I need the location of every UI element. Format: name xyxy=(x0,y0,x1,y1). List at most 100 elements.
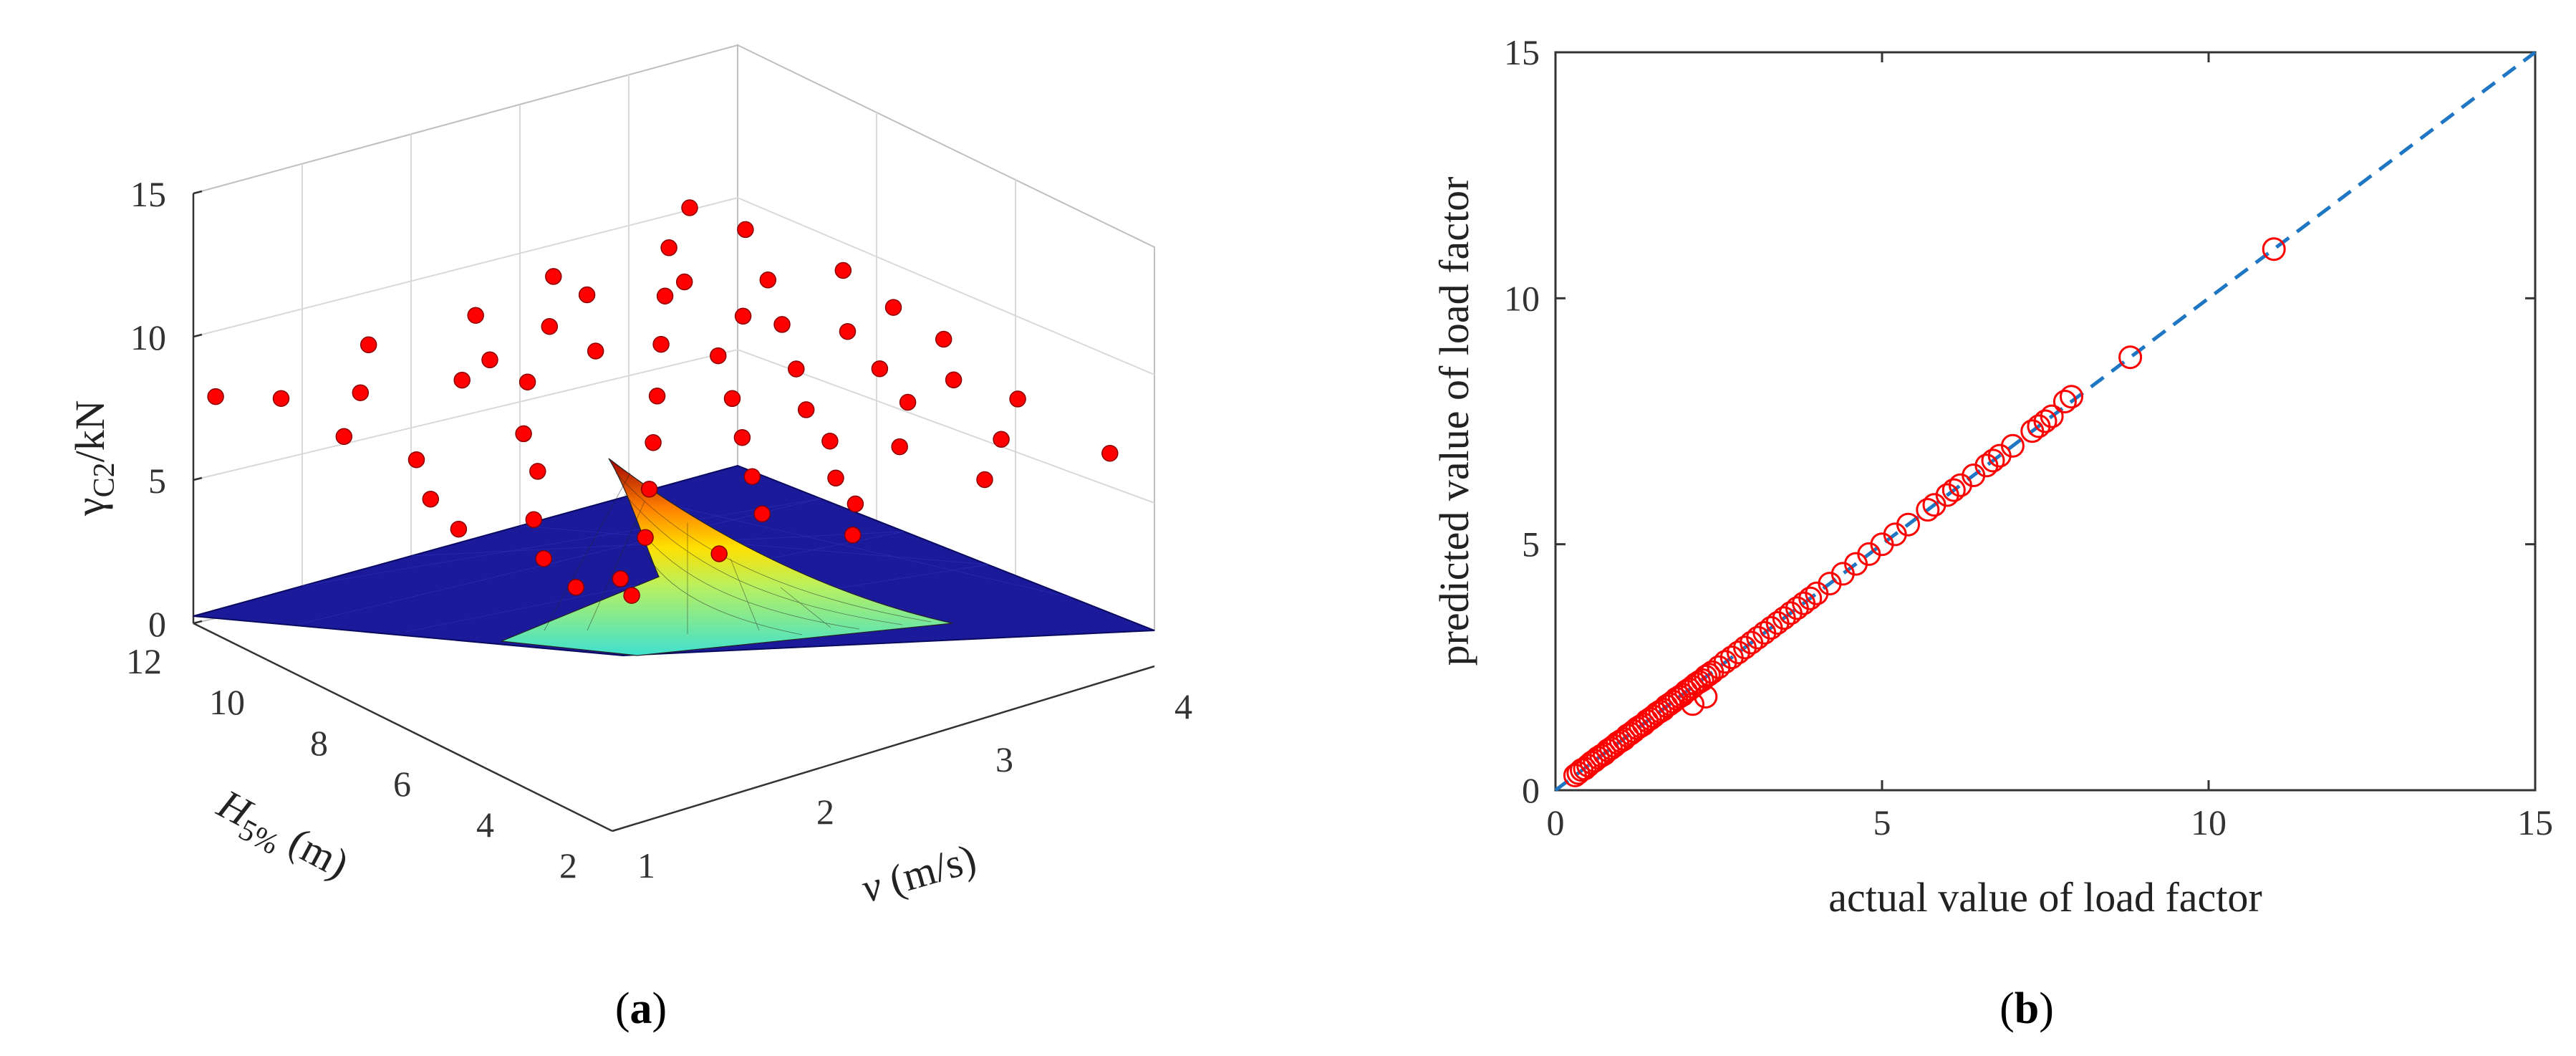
h-tick: 4 xyxy=(476,805,494,845)
panel-b-axes: 0 5 10 15 0 5 10 15 xyxy=(1504,32,2553,843)
z-tick: 0 xyxy=(148,604,166,644)
panel-a-v-ticks: 1 2 3 4 xyxy=(637,686,1192,885)
data-point xyxy=(652,335,670,353)
surface-peak-mesh xyxy=(544,472,932,635)
panel-b-x-label: actual value of load factor xyxy=(1828,874,2262,921)
data-point xyxy=(207,388,224,405)
data-point xyxy=(541,317,559,335)
x-tick-label: 5 xyxy=(1873,802,1891,843)
data-point xyxy=(976,471,993,489)
data-point xyxy=(710,545,728,562)
data-point xyxy=(743,468,761,485)
z-tick: 10 xyxy=(130,317,166,357)
h-tick: 8 xyxy=(310,723,328,763)
data-point xyxy=(453,371,471,389)
data-point xyxy=(710,347,727,365)
data-point xyxy=(891,438,908,456)
data-point xyxy=(844,527,862,544)
data-point xyxy=(525,511,543,529)
data-point xyxy=(871,360,889,378)
data-point xyxy=(1681,692,1704,716)
data-point xyxy=(733,428,751,446)
data-point xyxy=(884,299,902,316)
data-point xyxy=(821,432,839,450)
panel-b: 0 5 10 15 0 5 10 15 actual value of load factor… xyxy=(1431,32,2553,1033)
panel-a-v-label: v (m/s) xyxy=(857,835,981,911)
data-point xyxy=(1896,512,1920,537)
data-point xyxy=(623,587,640,604)
data-point xyxy=(648,388,666,405)
data-point xyxy=(1009,390,1026,408)
x-tick-label: 0 xyxy=(1547,802,1565,843)
z-tick: 15 xyxy=(130,174,166,214)
panel-a-back-walls xyxy=(193,44,1155,632)
data-point xyxy=(529,463,546,480)
panel-a-z-ticks: 0 5 10 15 xyxy=(130,174,166,644)
data-point xyxy=(2118,345,2143,370)
x-tick-label: 15 xyxy=(2517,802,2553,843)
v-tick: 1 xyxy=(637,845,655,885)
data-point xyxy=(2000,433,2025,458)
data-point xyxy=(839,322,857,340)
data-point xyxy=(360,336,377,354)
data-point xyxy=(2052,390,2077,413)
data-point xyxy=(272,390,290,407)
data-point xyxy=(797,401,815,418)
y-tick-label: 10 xyxy=(1504,278,1540,318)
data-point xyxy=(1101,444,1119,462)
data-point xyxy=(335,428,353,446)
data-point xyxy=(660,239,677,256)
data-point xyxy=(422,490,440,508)
data-point xyxy=(578,286,596,304)
data-point xyxy=(737,221,754,239)
data-point xyxy=(1798,586,1823,610)
data-point xyxy=(1713,650,1737,674)
data-point xyxy=(827,469,844,487)
data-point xyxy=(734,307,752,325)
h-tick: 12 xyxy=(126,641,162,681)
data-point xyxy=(2040,404,2064,428)
data-point xyxy=(450,520,468,538)
data-point xyxy=(788,360,805,378)
data-point xyxy=(535,550,552,567)
panel-a-axes xyxy=(192,193,1155,832)
data-point xyxy=(1941,478,1966,502)
data-point xyxy=(587,342,604,360)
panel-a-h-ticks: 2 4 6 8 10 12 xyxy=(126,641,577,885)
panel-a-points xyxy=(207,199,1119,604)
data-point xyxy=(1694,664,1718,688)
panel-b-points xyxy=(1563,237,2286,787)
data-point xyxy=(637,529,654,546)
panel-b-plot-area xyxy=(1554,51,2537,792)
v-tick: 4 xyxy=(1174,686,1192,726)
y-tick-label: 0 xyxy=(1522,770,1540,810)
v-tick: 2 xyxy=(816,792,834,832)
data-point xyxy=(407,451,425,469)
data-point xyxy=(773,316,791,333)
data-point xyxy=(993,431,1010,448)
data-point xyxy=(753,505,771,522)
panel-a-h-label: H5% (m) xyxy=(206,780,357,895)
data-point xyxy=(834,261,852,279)
panel-a: 0 5 10 15 2 4 6 8 10 12 1 2 3 4 xyxy=(67,44,1192,1033)
data-point xyxy=(681,199,698,216)
y-tick-label: 15 xyxy=(1504,32,1540,72)
data-point xyxy=(567,579,584,596)
data-point xyxy=(899,393,917,411)
panel-b-caption: (b) xyxy=(1999,984,2054,1033)
data-point xyxy=(352,384,370,401)
data-point xyxy=(2033,409,2058,433)
panel-a-caption: (a) xyxy=(615,984,667,1033)
data-point xyxy=(481,351,498,369)
data-point xyxy=(545,268,562,285)
data-point xyxy=(612,570,629,587)
panel-a-z-label: γC2/kN xyxy=(67,400,121,517)
data-point xyxy=(467,307,484,324)
data-point xyxy=(935,330,952,348)
y-tick-label: 5 xyxy=(1522,524,1540,565)
data-point xyxy=(723,390,741,408)
data-point xyxy=(945,371,963,389)
h-tick: 10 xyxy=(209,682,245,722)
data-point xyxy=(2060,385,2083,409)
v-tick: 3 xyxy=(995,739,1013,779)
